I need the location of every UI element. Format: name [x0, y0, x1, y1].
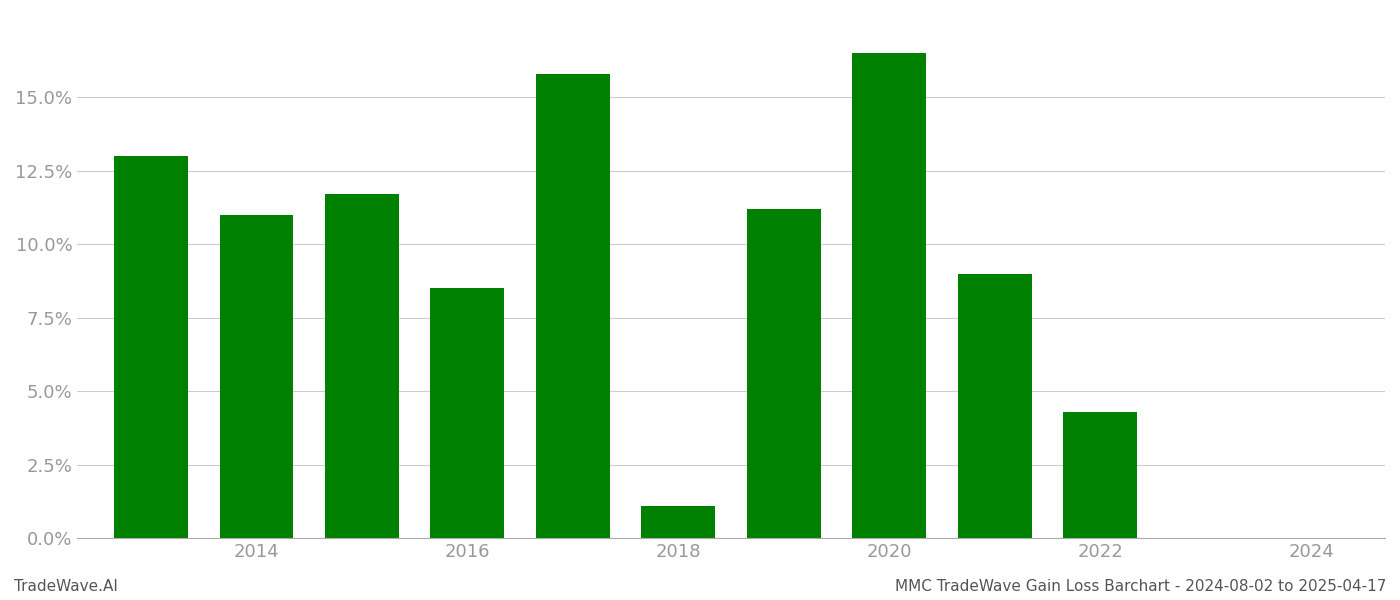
Text: MMC TradeWave Gain Loss Barchart - 2024-08-02 to 2025-04-17: MMC TradeWave Gain Loss Barchart - 2024-…: [895, 579, 1386, 594]
Bar: [220, 215, 294, 538]
Bar: [113, 156, 188, 538]
Bar: [1064, 412, 1137, 538]
Bar: [536, 74, 610, 538]
Bar: [325, 194, 399, 538]
Bar: [958, 274, 1032, 538]
Bar: [853, 53, 927, 538]
Text: TradeWave.AI: TradeWave.AI: [14, 579, 118, 594]
Bar: [641, 506, 715, 538]
Bar: [746, 209, 820, 538]
Bar: [430, 289, 504, 538]
